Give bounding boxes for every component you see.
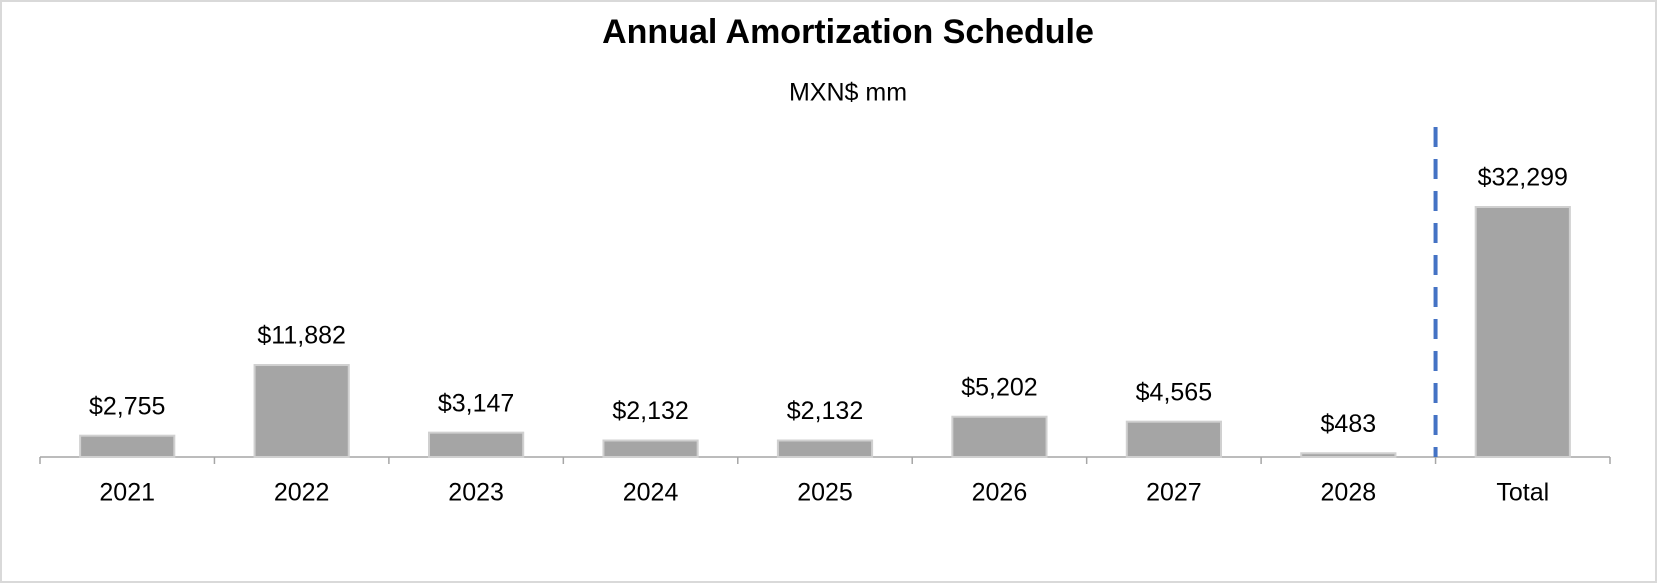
value-label: $5,202 <box>961 373 1037 401</box>
chart-title: Annual Amortization Schedule <box>602 13 1094 51</box>
value-label: $11,882 <box>257 322 346 350</box>
bar <box>1125 420 1222 458</box>
x-tick-label: 2027 <box>1146 479 1202 507</box>
bar <box>1300 452 1397 459</box>
bar <box>253 364 350 459</box>
x-tick-label: 2028 <box>1321 479 1377 507</box>
value-label: $483 <box>1321 410 1377 438</box>
value-label: $32,299 <box>1478 164 1568 192</box>
x-tick-label: 2022 <box>274 479 330 507</box>
value-label: $2,132 <box>612 397 688 425</box>
x-tick-label: 2023 <box>448 479 504 507</box>
value-label: $3,147 <box>438 389 514 417</box>
x-tick-label: 2025 <box>797 479 853 507</box>
value-label: $2,132 <box>787 397 863 425</box>
x-tick-label: 2026 <box>972 479 1028 507</box>
bar <box>79 434 176 459</box>
value-label: $2,755 <box>89 392 165 420</box>
bar <box>1474 206 1571 458</box>
x-tick-label: 2021 <box>99 479 155 507</box>
x-tick-label: 2024 <box>623 479 679 507</box>
bar <box>428 431 525 459</box>
bar <box>776 439 874 459</box>
value-label: $4,565 <box>1136 378 1212 406</box>
bar <box>602 439 699 459</box>
x-tick-label: Total <box>1496 479 1549 507</box>
chart-subtitle: MXN$ mm <box>789 79 907 107</box>
bar <box>951 415 1048 458</box>
